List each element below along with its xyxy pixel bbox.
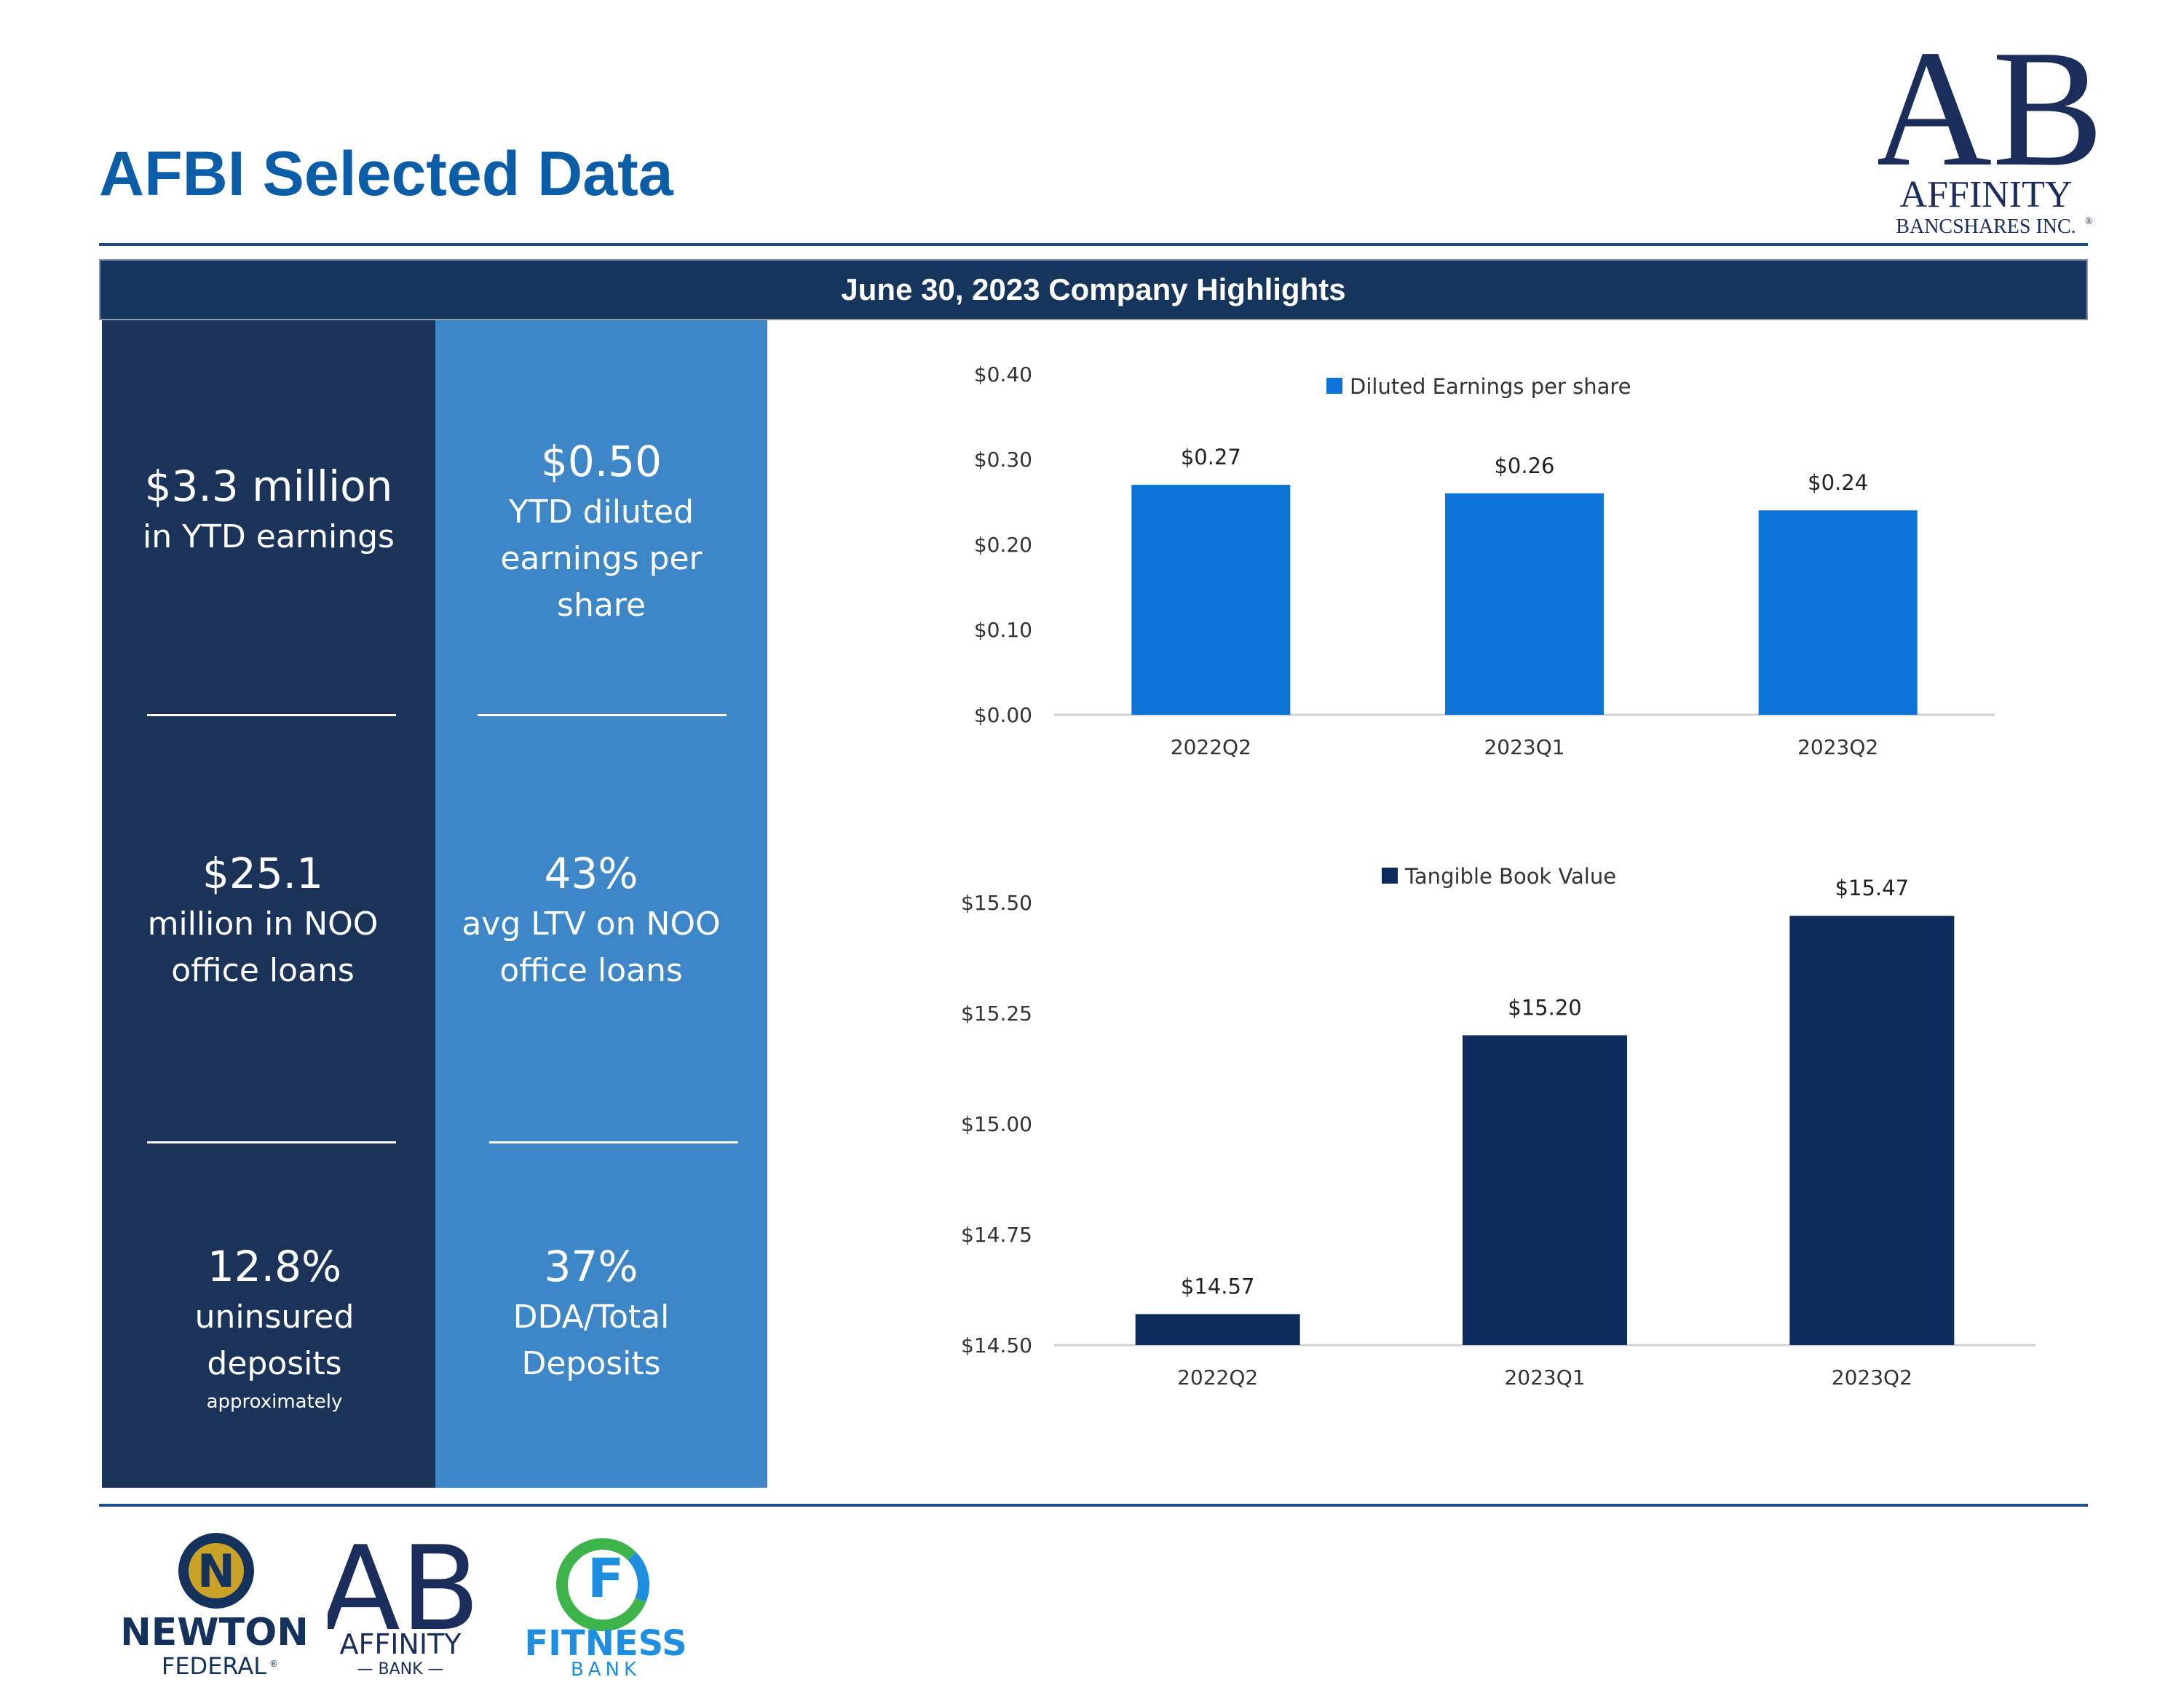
highlights-panel-dark: $3.3 million in YTD earnings $25.1 milli… bbox=[102, 320, 435, 1488]
svg-text:BANK: BANK bbox=[571, 1659, 641, 1681]
stat-label: DDA/Total bbox=[513, 1299, 670, 1336]
svg-text:NEWTON: NEWTON bbox=[124, 1611, 309, 1654]
svg-text:®: ® bbox=[269, 1659, 278, 1669]
separator bbox=[489, 1141, 738, 1143]
svg-text:F: F bbox=[587, 1547, 625, 1610]
stat-label: office loans bbox=[171, 952, 355, 989]
x-tick-label: 2023Q2 bbox=[1797, 735, 1878, 759]
legend-swatch bbox=[1382, 868, 1398, 884]
stat-label: Deposits bbox=[521, 1345, 661, 1382]
svg-text:— BANK —: — BANK — bbox=[357, 1660, 443, 1678]
svg-text:AB: AB bbox=[1878, 26, 2097, 201]
x-tick-label: 2022Q2 bbox=[1177, 1365, 1258, 1389]
svg-text:AFFINITY: AFFINITY bbox=[1900, 174, 2073, 215]
separator bbox=[147, 1141, 396, 1143]
stat-label: share bbox=[557, 587, 646, 624]
page-title: AFBI Selected Data bbox=[99, 139, 673, 209]
stat-label: YTD diluted bbox=[508, 493, 695, 531]
header-rule bbox=[99, 243, 2088, 246]
bar bbox=[1135, 1314, 1300, 1345]
svg-text:BANCSHARES INC.: BANCSHARES INC. bbox=[1896, 215, 2076, 237]
bar bbox=[1463, 1035, 1627, 1345]
data-label: $0.26 bbox=[1494, 453, 1554, 478]
fitness-bank-logo: F FITNESS BANK bbox=[524, 1526, 687, 1681]
stat-label: office loans bbox=[499, 952, 683, 989]
footer-rule bbox=[99, 1504, 2088, 1507]
stat-avg-ltv: 43% avg LTV on NOO office loans bbox=[425, 846, 757, 994]
y-tick-label: $14.50 bbox=[961, 1333, 1032, 1357]
stat-label: uninsured bbox=[194, 1299, 355, 1336]
data-label: $15.20 bbox=[1508, 995, 1581, 1020]
stat-ytd-diluted-eps: $0.50 YTD diluted earnings per share bbox=[435, 434, 767, 629]
stat-value: 43% bbox=[544, 849, 638, 898]
legend-swatch bbox=[1326, 378, 1342, 394]
svg-text:FEDERAL: FEDERAL bbox=[162, 1652, 266, 1680]
stat-label: avg LTV on NOO bbox=[462, 905, 721, 943]
x-tick-label: 2022Q2 bbox=[1171, 735, 1251, 759]
bar bbox=[1131, 485, 1291, 715]
bar bbox=[1445, 493, 1604, 715]
y-tick-label: $0.30 bbox=[974, 448, 1032, 472]
y-tick-label: $0.00 bbox=[974, 703, 1032, 727]
stat-value: $0.50 bbox=[540, 437, 662, 486]
affinity-bancshares-logo: AB AFFINITY BANCSHARES INC. ® bbox=[1871, 15, 2104, 238]
data-label: $15.47 bbox=[1835, 876, 1909, 900]
x-tick-label: 2023Q1 bbox=[1504, 1365, 1585, 1389]
y-tick-label: $15.50 bbox=[961, 891, 1032, 915]
stat-uninsured-deposits: 12.8% uninsured deposits approximately bbox=[108, 1239, 441, 1416]
bar bbox=[1758, 510, 1918, 715]
stat-value: $25.1 bbox=[202, 849, 324, 898]
legend-label: Tangible Book Value bbox=[1404, 864, 1616, 889]
data-label: $0.24 bbox=[1808, 470, 1868, 495]
newton-federal-logo: N NEWTON FEDERAL ® bbox=[119, 1529, 313, 1681]
stat-note: approximately bbox=[206, 1391, 343, 1413]
x-tick-label: 2023Q1 bbox=[1484, 735, 1564, 759]
stat-value: $3.3 million bbox=[144, 461, 393, 511]
svg-text:FITNESS: FITNESS bbox=[524, 1623, 684, 1664]
tbv-bar-chart: $14.50 $14.75 $15.00 $15.25 $15.50 $14.57 2022… bbox=[961, 864, 2035, 1389]
stat-noo-office-loans: $25.1 million in NOO office loans bbox=[96, 846, 430, 994]
stat-label: earnings per bbox=[500, 540, 703, 577]
separator bbox=[478, 714, 727, 716]
highlights-panel-light: $0.50 YTD diluted earnings per share 43%… bbox=[435, 320, 767, 1488]
affinity-bank-logo: AB AFFINITY — BANK — bbox=[320, 1521, 480, 1681]
bar bbox=[1789, 916, 1955, 1345]
svg-text:N: N bbox=[197, 1545, 235, 1598]
y-tick-label: $0.40 bbox=[974, 362, 1032, 386]
y-tick-label: $0.10 bbox=[974, 618, 1032, 642]
y-tick-label: $15.25 bbox=[961, 1002, 1032, 1026]
data-label: $14.57 bbox=[1181, 1274, 1254, 1299]
stat-value: 37% bbox=[544, 1242, 638, 1291]
svg-text:AB: AB bbox=[328, 1529, 473, 1657]
stat-label: million in NOO bbox=[147, 905, 379, 943]
eps-bar-chart: $0.00 $0.10 $0.20 $0.30 $0.40 $0.27 2022Q2 $0.2… bbox=[974, 362, 1995, 759]
x-tick-label: 2023Q2 bbox=[1832, 1365, 1912, 1389]
y-tick-label: $0.20 bbox=[974, 533, 1032, 557]
svg-text:®: ® bbox=[2085, 216, 2093, 227]
stat-ytd-earnings: $3.3 million in YTD earnings bbox=[102, 459, 435, 560]
stat-label: in YTD earnings bbox=[143, 518, 395, 555]
stat-label: deposits bbox=[207, 1345, 342, 1382]
separator bbox=[147, 714, 396, 716]
legend-label: Diluted Earnings per share bbox=[1350, 374, 1631, 399]
svg-text:AFFINITY: AFFINITY bbox=[340, 1628, 462, 1660]
y-tick-label: $15.00 bbox=[961, 1112, 1032, 1136]
y-tick-label: $14.75 bbox=[961, 1223, 1032, 1247]
stat-dda-total-deposits: 37% DDA/Total Deposits bbox=[425, 1239, 757, 1387]
stat-value: 12.8% bbox=[207, 1242, 342, 1291]
data-label: $0.27 bbox=[1181, 445, 1241, 469]
highlights-banner: June 30, 2023 Company Highlights bbox=[99, 259, 2088, 320]
